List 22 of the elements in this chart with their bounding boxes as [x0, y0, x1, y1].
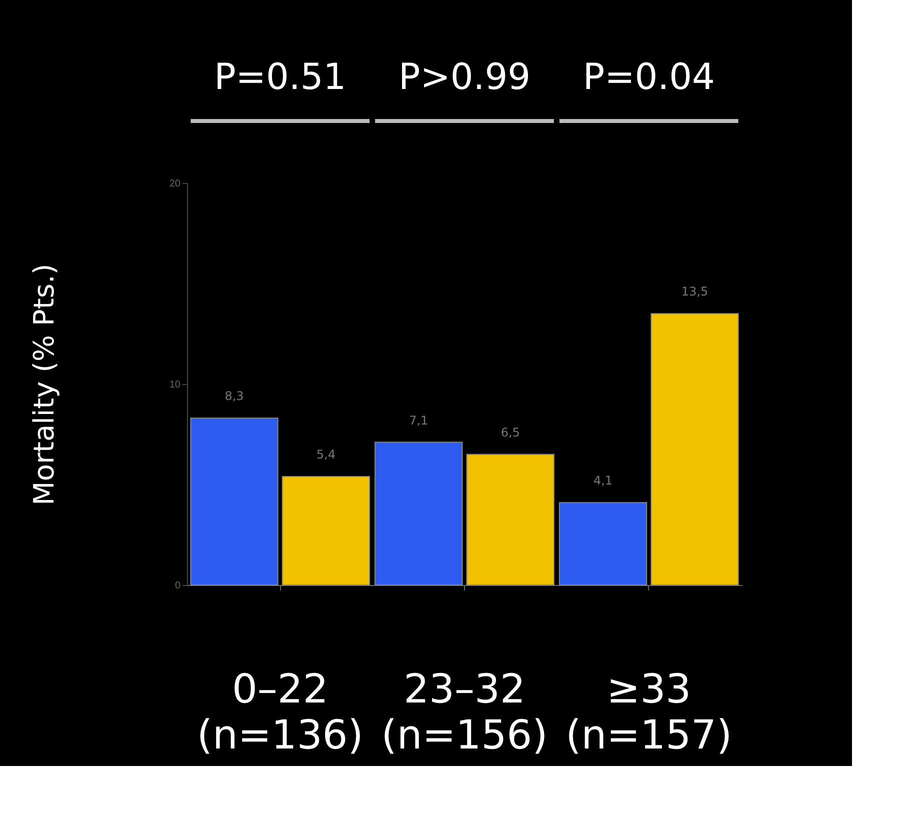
data-label: 6,5	[500, 425, 520, 440]
y-tick-label: 0	[174, 580, 181, 592]
y-tick-label: 20	[169, 178, 181, 190]
data-label: 13,5	[681, 284, 708, 299]
bar	[374, 442, 463, 586]
bar	[190, 418, 278, 586]
text: P>0.99	[398, 57, 531, 98]
bar	[466, 454, 554, 586]
y-axis-title: Mortality (% Pts.)	[27, 264, 60, 506]
data-label: 4,1	[593, 474, 613, 488]
x-tick-label: ≥33 (n=157)	[566, 666, 732, 758]
x-tick-label: 0–22 (n=136)	[196, 666, 364, 758]
data-label: 7,1	[409, 413, 428, 428]
bar	[558, 502, 648, 586]
text: P=0.04	[582, 57, 715, 98]
text: P=0.51	[214, 57, 346, 98]
bar	[650, 313, 739, 586]
y-tick-label: 10	[169, 380, 181, 390]
bar	[282, 476, 370, 586]
x-tick-label: 23–32 (n=156)	[381, 666, 548, 758]
data-label: 5,4	[316, 447, 336, 462]
data-label: 8,3	[224, 389, 244, 404]
